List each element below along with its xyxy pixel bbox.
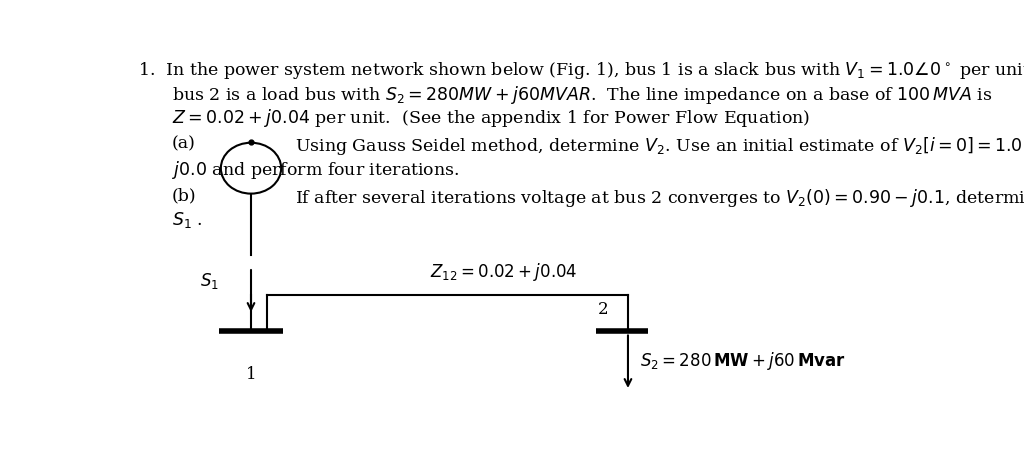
Text: (a): (a) xyxy=(172,135,196,152)
Text: 2: 2 xyxy=(597,301,608,318)
Text: (b): (b) xyxy=(172,187,197,204)
Text: $j0.0$ and perform four iterations.: $j0.0$ and perform four iterations. xyxy=(172,159,459,181)
Text: Using Gauss Seidel method, determine $V_2$. Use an initial estimate of $V_2[i=0]: Using Gauss Seidel method, determine $V_… xyxy=(295,135,1024,157)
Text: $S_1$ .: $S_1$ . xyxy=(172,210,203,230)
Text: $Z = 0.02 + j0.04$ per unit.  (See the appendix 1 for Power Flow Equation): $Z = 0.02 + j0.04$ per unit. (See the ap… xyxy=(172,107,810,129)
Text: $Z_{12} = 0.02 + j0.04$: $Z_{12} = 0.02 + j0.04$ xyxy=(430,261,578,283)
Text: $S_2 = 280\,\mathbf{MW} +j60\,\mathbf{Mvar}$: $S_2 = 280\,\mathbf{MW} +j60\,\mathbf{Mv… xyxy=(640,350,846,372)
Text: $S_1$: $S_1$ xyxy=(201,271,219,291)
Text: 1: 1 xyxy=(246,366,256,383)
Text: 1.  In the power system network shown below (Fig. 1), bus 1 is a slack bus with : 1. In the power system network shown bel… xyxy=(137,61,1024,81)
Text: If after several iterations voltage at bus 2 converges to $V_2(0) = 0.90 - j0.1$: If after several iterations voltage at b… xyxy=(295,187,1024,209)
Text: bus 2 is a load bus with $S_2 = 280MW + j60MVAR$.  The line impedance on a base : bus 2 is a load bus with $S_2 = 280MW + … xyxy=(172,84,992,106)
